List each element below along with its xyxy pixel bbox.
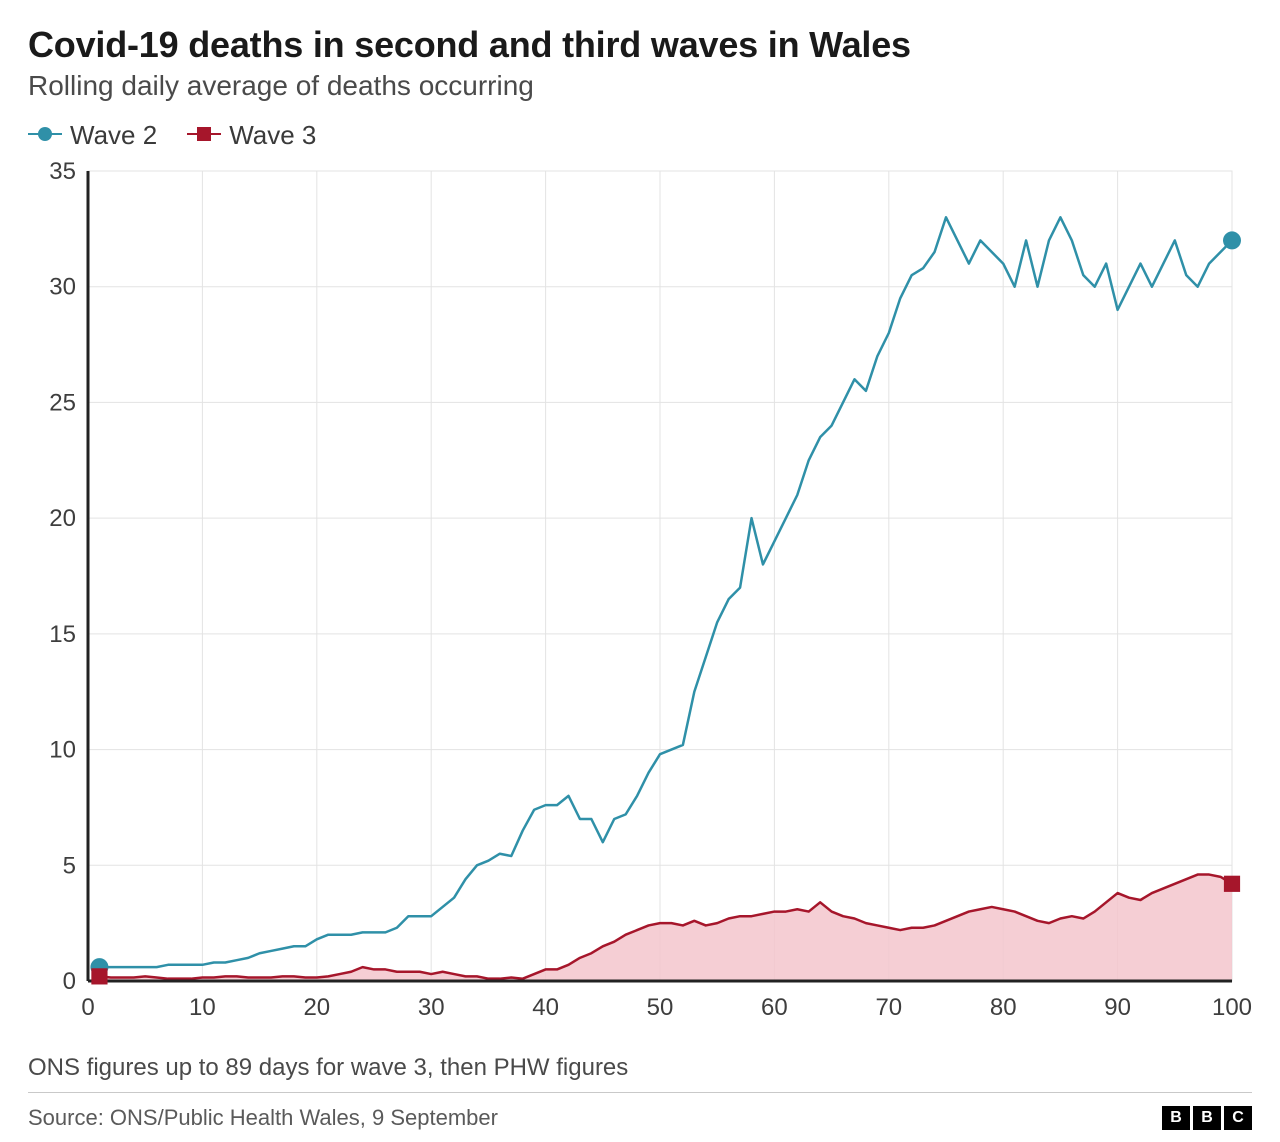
- svg-text:10: 10: [49, 737, 76, 764]
- svg-text:20: 20: [303, 994, 330, 1021]
- legend-label-wave3: Wave 3: [229, 120, 316, 151]
- legend-label-wave2: Wave 2: [70, 120, 157, 151]
- svg-text:60: 60: [761, 994, 788, 1021]
- bbc-logo-block: B: [1193, 1106, 1221, 1130]
- svg-text:15: 15: [49, 621, 76, 648]
- chart-subtitle: Rolling daily average of deaths occurrin…: [28, 70, 1252, 102]
- chart-footnote: ONS figures up to 89 days for wave 3, th…: [28, 1054, 1252, 1082]
- svg-text:35: 35: [49, 161, 76, 185]
- svg-text:5: 5: [63, 852, 76, 879]
- svg-text:0: 0: [81, 994, 94, 1021]
- svg-text:70: 70: [875, 994, 902, 1021]
- svg-text:100: 100: [1212, 994, 1252, 1021]
- chart-source: Source: ONS/Public Health Wales, 9 Septe…: [28, 1105, 498, 1131]
- legend-swatch-wave3: [187, 120, 221, 151]
- svg-text:40: 40: [532, 994, 559, 1021]
- bbc-logo: B B C: [1162, 1106, 1252, 1130]
- chart-title: Covid-19 deaths in second and third wave…: [28, 24, 1252, 66]
- svg-text:50: 50: [647, 994, 674, 1021]
- legend: Wave 2 Wave 3: [28, 120, 1252, 151]
- svg-text:30: 30: [418, 994, 445, 1021]
- svg-text:0: 0: [63, 968, 76, 995]
- svg-text:90: 90: [1104, 994, 1131, 1021]
- bbc-logo-block: C: [1224, 1106, 1252, 1130]
- svg-text:30: 30: [49, 274, 76, 301]
- bbc-logo-block: B: [1162, 1106, 1190, 1130]
- chart-svg: 0 5 10 15 20 25 30 35 0 10 20 30 40 50 60 70 80 90 100: [28, 161, 1252, 1031]
- legend-item-wave2: Wave 2: [28, 120, 157, 151]
- plot-area: 0 5 10 15 20 25 30 35 0 10 20 30 40 50 60 70 80 90 100: [28, 161, 1252, 1036]
- svg-text:80: 80: [990, 994, 1017, 1021]
- legend-swatch-wave2: [28, 120, 62, 151]
- svg-text:25: 25: [49, 389, 76, 416]
- svg-text:20: 20: [49, 505, 76, 532]
- svg-text:10: 10: [189, 994, 216, 1021]
- legend-item-wave3: Wave 3: [187, 120, 316, 151]
